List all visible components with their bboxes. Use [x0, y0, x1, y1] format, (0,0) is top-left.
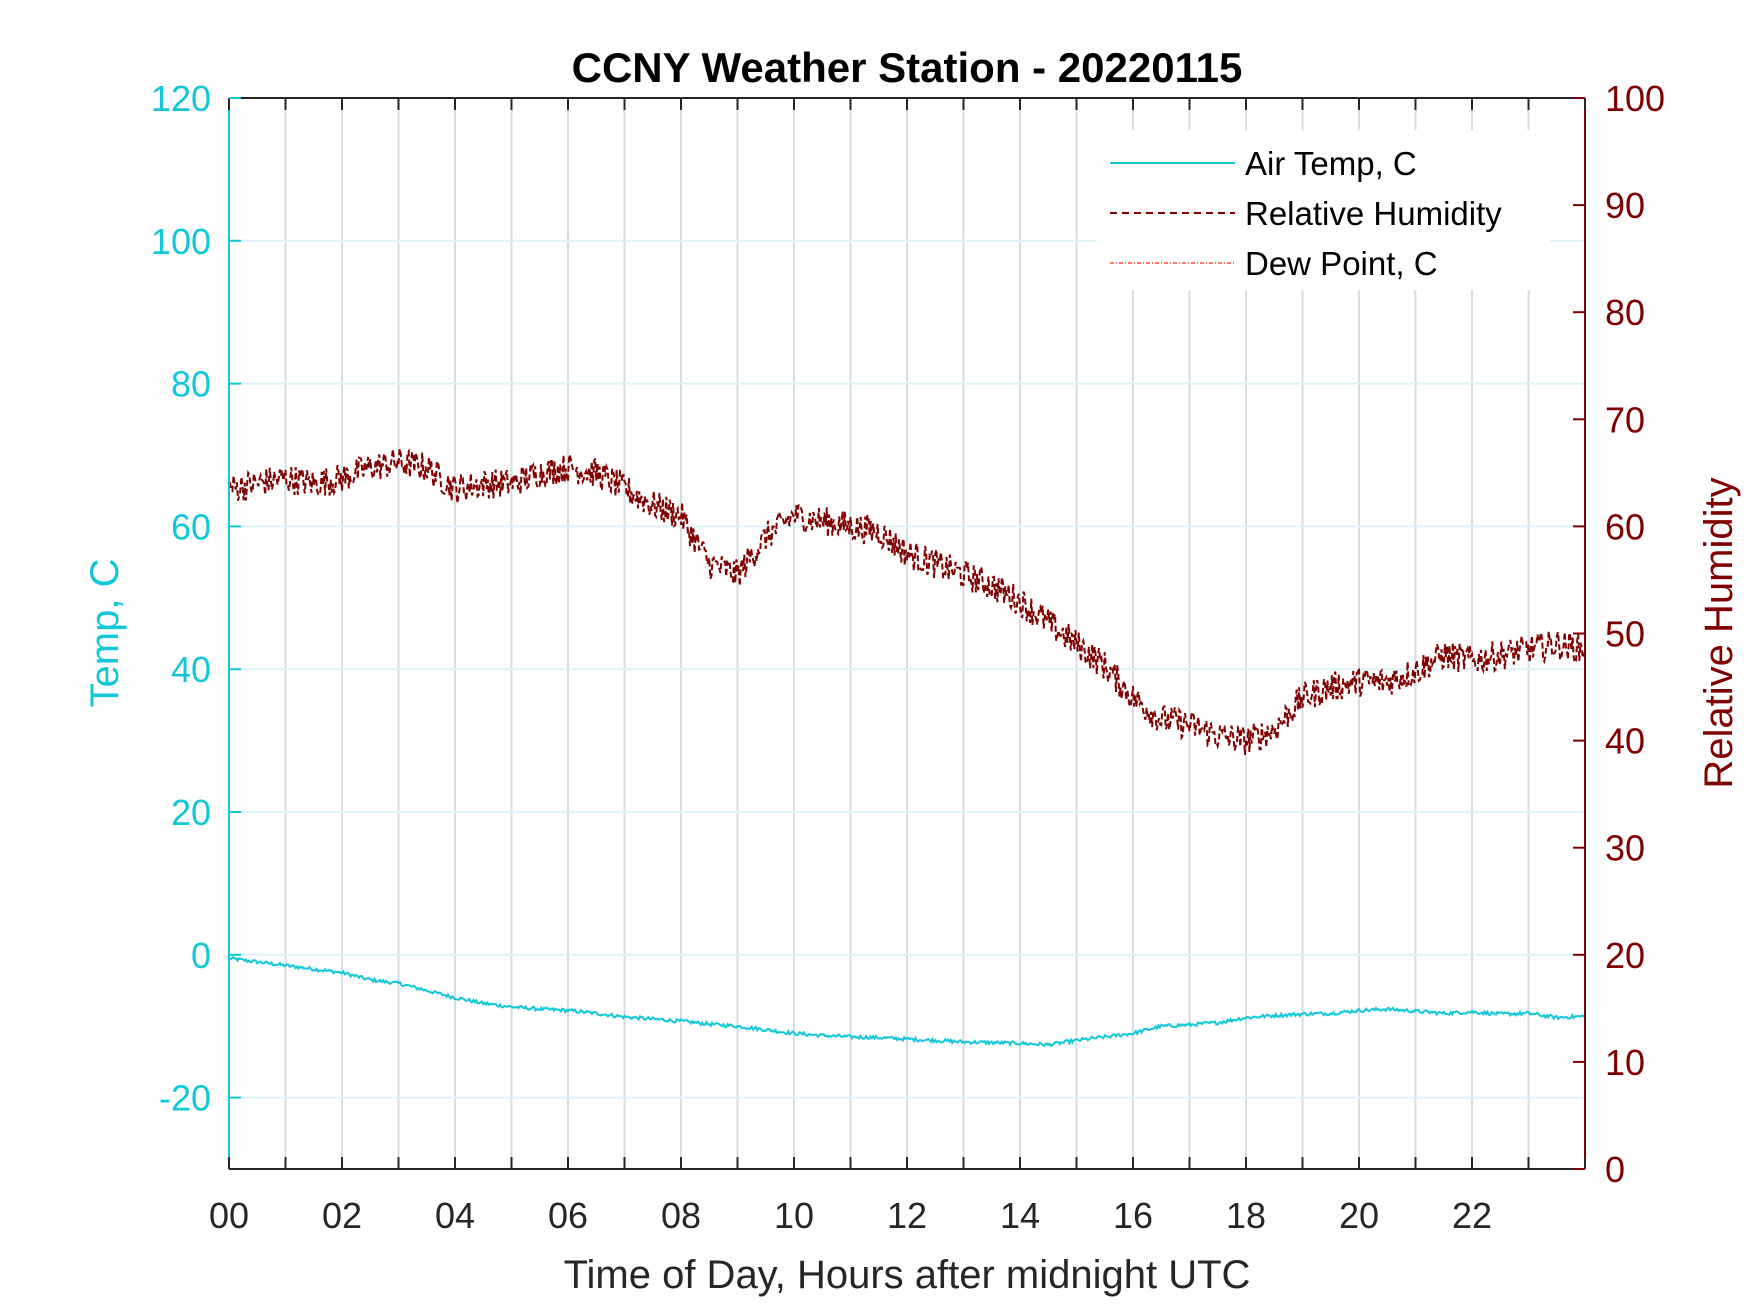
y-right-tick-label: 30 — [1605, 828, 1645, 869]
y-axis-label-left: Temp, C — [83, 559, 127, 708]
y-right-tick-label: 60 — [1605, 506, 1645, 547]
x-tick-label: 18 — [1226, 1195, 1266, 1236]
y-left-tick-label: 120 — [151, 78, 211, 119]
y-axis-label-right: Relative Humidity — [1697, 477, 1741, 788]
y-left-tick-label: 100 — [151, 221, 211, 262]
y-right-tick-label: 0 — [1605, 1149, 1625, 1190]
y-left-tick-label: -20 — [159, 1078, 211, 1119]
y-left-tick-label: 80 — [171, 364, 211, 405]
y-left-tick-label: 20 — [171, 792, 211, 833]
x-tick-label: 08 — [661, 1195, 701, 1236]
legend-label-dew-point: Dew Point, C — [1245, 245, 1438, 282]
x-axis-label: Time of Day, Hours after midnight UTC — [564, 1253, 1251, 1297]
x-tick-label: 00 — [209, 1195, 249, 1236]
x-tick-label: 06 — [548, 1195, 588, 1236]
air-temp-c-line — [228, 955, 1586, 1048]
y-right-tick-label: 50 — [1605, 614, 1645, 655]
grid-lines — [229, 98, 1585, 1169]
y-right-tick-label: 20 — [1605, 935, 1645, 976]
y-right-tick-label: 40 — [1605, 721, 1645, 762]
legend-label-relative-humidity: Relative Humidity — [1245, 195, 1502, 232]
y-left-tick-label: 0 — [191, 935, 211, 976]
chart-title: CCNY Weather Station - 20220115 — [572, 44, 1243, 91]
relative-humidity-line — [228, 448, 1586, 755]
x-tick-label: 22 — [1452, 1195, 1492, 1236]
y-right-tick-label: 70 — [1605, 399, 1645, 440]
series-layer — [228, 448, 1586, 1048]
legend: Air Temp, C Relative Humidity Dew Point,… — [1095, 130, 1550, 290]
y-right-tick-label: 90 — [1605, 185, 1645, 226]
x-tick-label: 02 — [322, 1195, 362, 1236]
legend-label-air-temp: Air Temp, C — [1245, 145, 1417, 182]
y-right-tick-label: 10 — [1605, 1042, 1645, 1083]
x-tick-label: 12 — [887, 1195, 927, 1236]
x-tick-label: 04 — [435, 1195, 475, 1236]
x-tick-label: 10 — [774, 1195, 814, 1236]
x-tick-label: 20 — [1339, 1195, 1379, 1236]
y-left-tick-label: 40 — [171, 649, 211, 690]
ticks: 00 02 04 06 08 10 12 14 16 18 20 22-200204060801001… — [151, 78, 1665, 1236]
y-right-tick-label: 100 — [1605, 78, 1665, 119]
x-tick-label: 14 — [1000, 1195, 1040, 1236]
x-tick-label: 16 — [1113, 1195, 1153, 1236]
y-right-tick-label: 80 — [1605, 292, 1645, 333]
y-left-tick-label: 60 — [171, 506, 211, 547]
